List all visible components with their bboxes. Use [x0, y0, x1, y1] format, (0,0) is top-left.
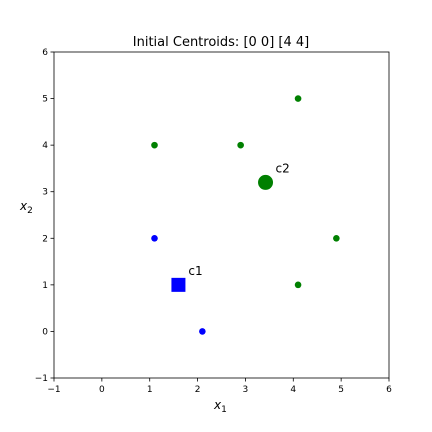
- x-tick-label: 4: [290, 385, 296, 395]
- centroid-label: c1: [188, 264, 202, 278]
- y-tick-label: 6: [42, 48, 48, 58]
- x-axis-label-subscript: 1: [221, 405, 227, 415]
- y-axis-label-text: x: [19, 199, 28, 213]
- y-axis-label: x2: [19, 199, 33, 216]
- data-point: [151, 234, 158, 242]
- data-point: [237, 141, 244, 149]
- y-tick-label: 0: [42, 327, 48, 337]
- plot-frame: [53, 51, 390, 379]
- y-axis-label-subscript: 2: [27, 206, 33, 216]
- data-point: [294, 95, 302, 102]
- x-tick-label: 3: [243, 385, 249, 395]
- data-point: [151, 141, 158, 149]
- x-axis-label-text: x: [213, 398, 222, 412]
- y-tick-label: 1: [42, 281, 48, 291]
- chart-title: Initial Centroids: [0 0] [4 4]: [133, 35, 309, 50]
- centroid: [258, 174, 274, 190]
- y-tick-label: 2: [42, 234, 48, 244]
- data-point: [333, 234, 340, 242]
- y-tick-label: −1: [35, 374, 48, 384]
- y-tick-label: 4: [42, 141, 48, 151]
- x-tick-label: 6: [386, 385, 392, 395]
- centroid-label: c2: [276, 161, 290, 175]
- x-axis-label: x1: [213, 398, 227, 415]
- x-tick-label: 2: [195, 385, 201, 395]
- x-tick-label: 1: [147, 385, 153, 395]
- y-tick-label: 5: [42, 95, 48, 105]
- x-tick-label: 0: [99, 385, 105, 395]
- x-tick-label: −1: [47, 385, 60, 395]
- centroid: [171, 277, 186, 292]
- data-point: [294, 281, 302, 289]
- data-point: [199, 328, 206, 335]
- y-tick-label: 3: [42, 188, 48, 198]
- x-tick-label: 5: [338, 385, 344, 395]
